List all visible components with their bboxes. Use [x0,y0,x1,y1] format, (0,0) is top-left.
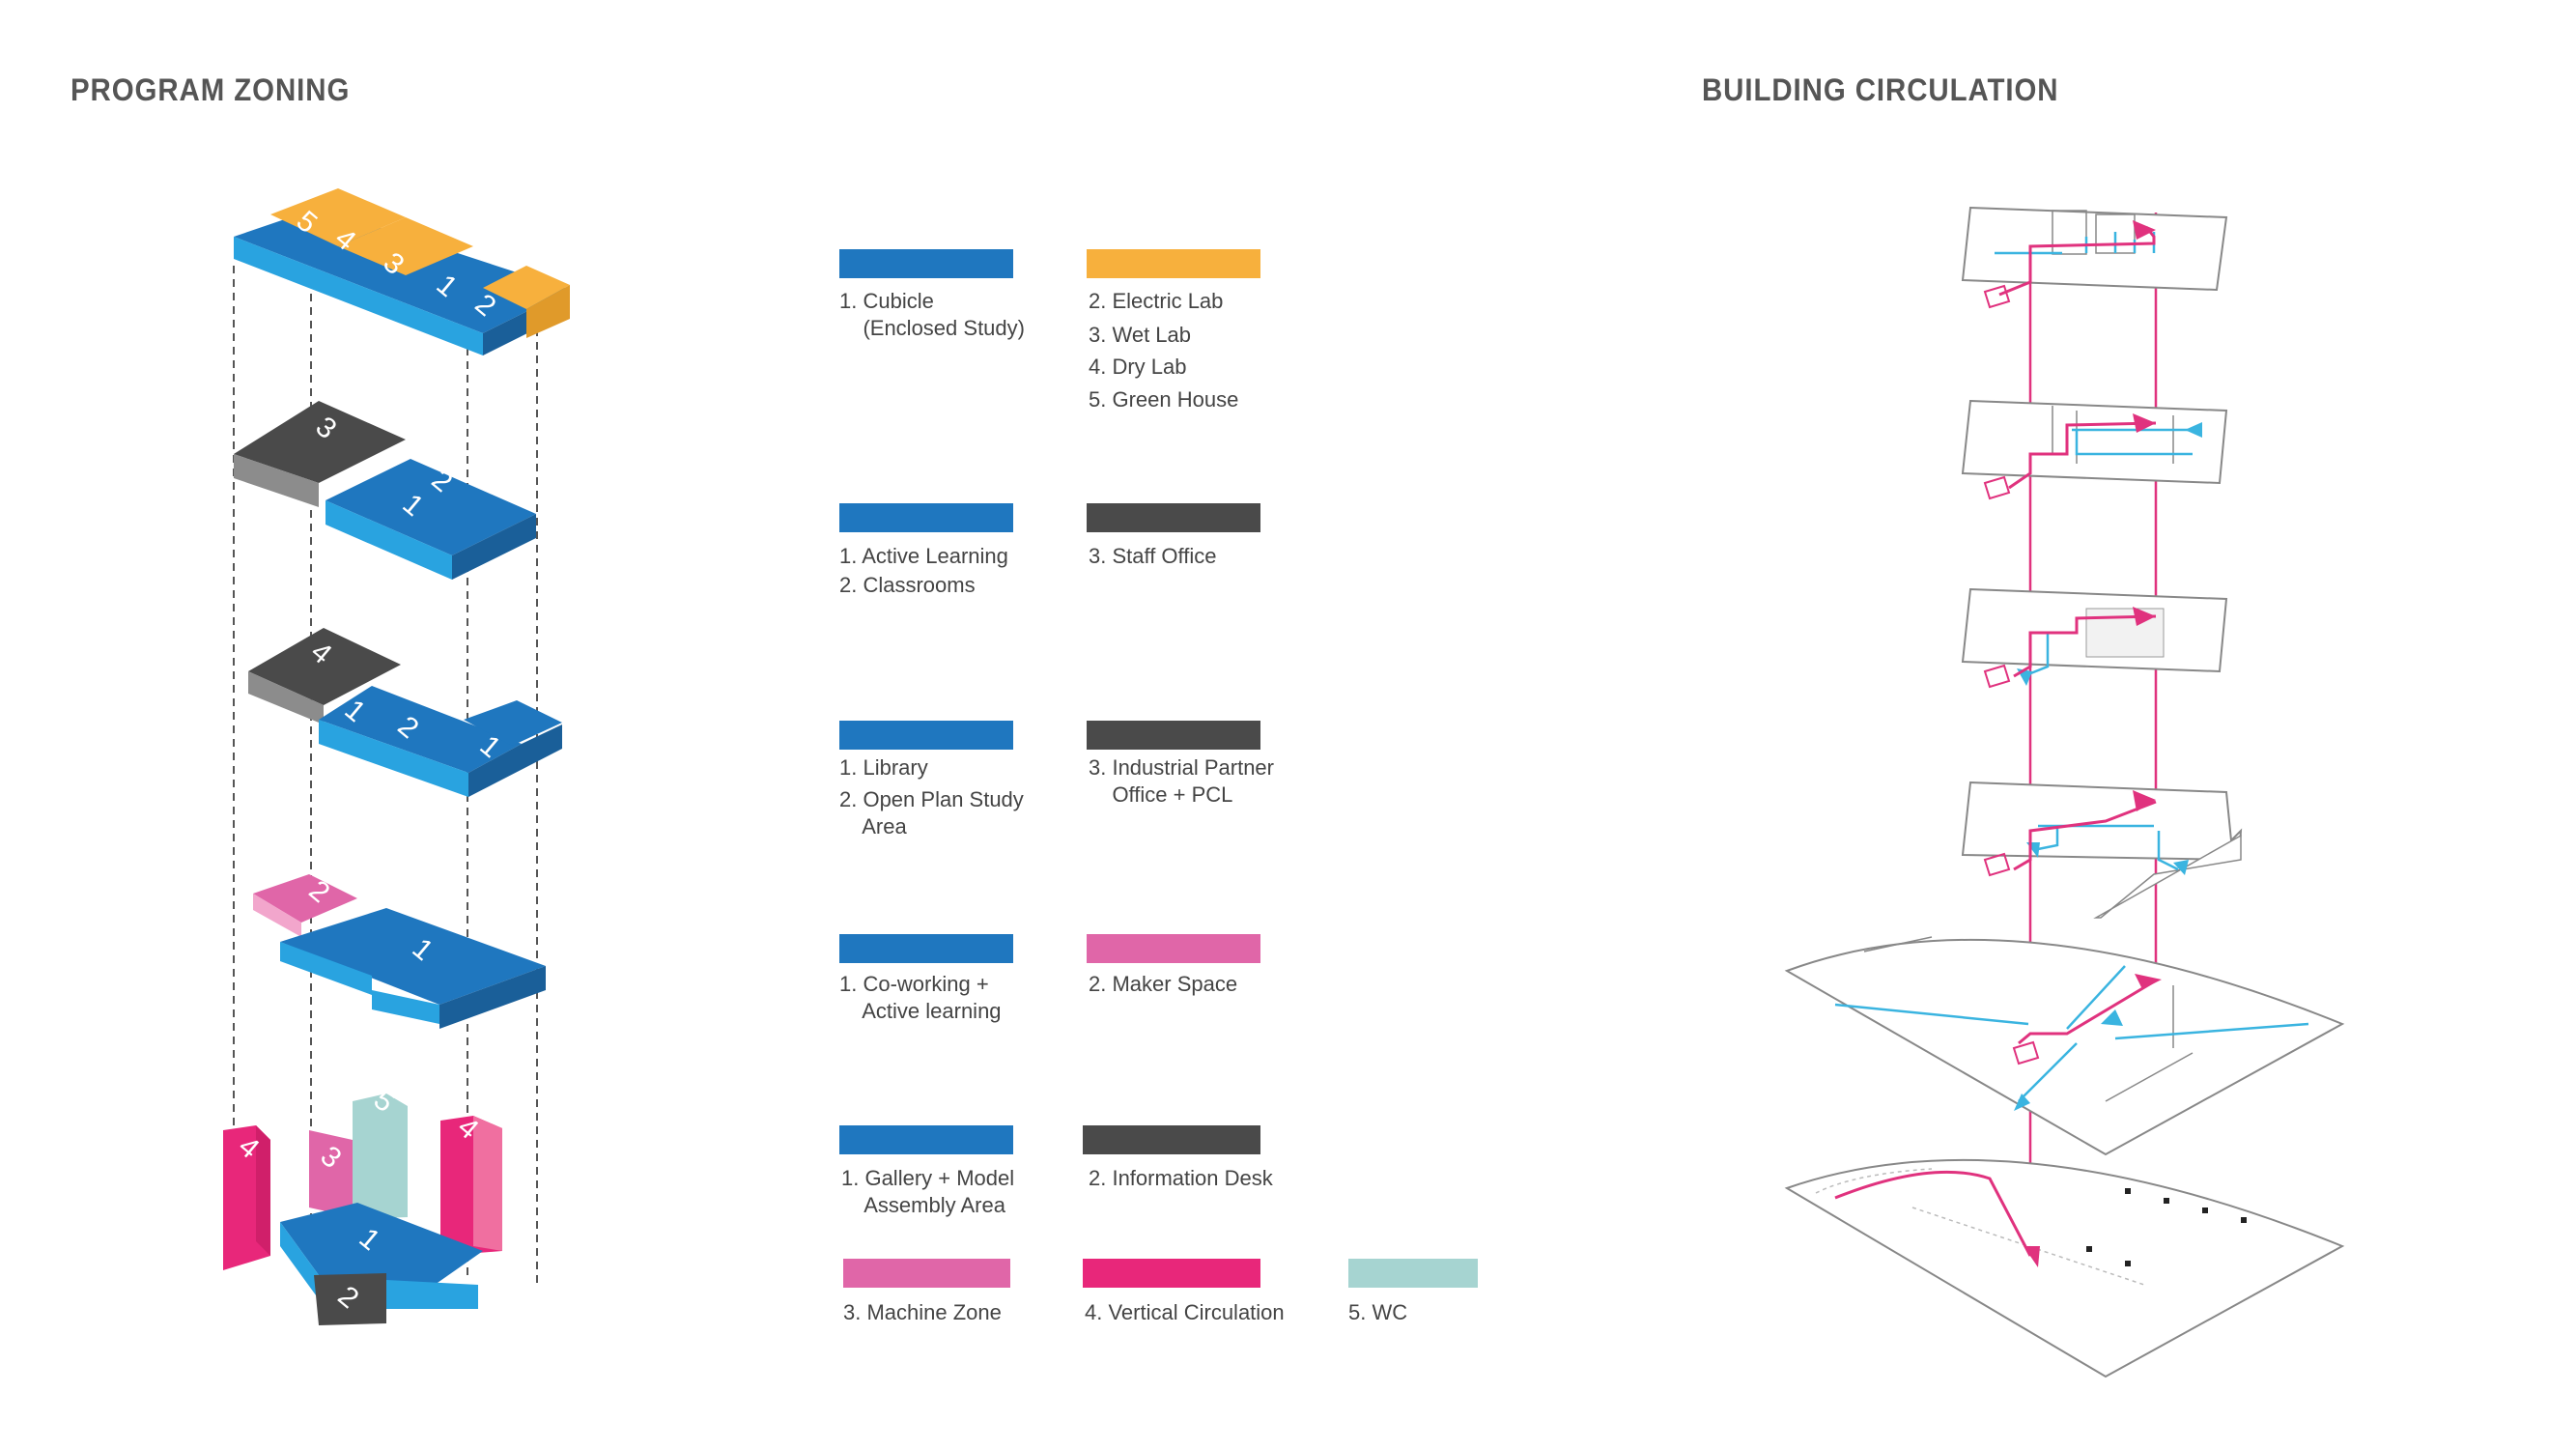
level-3-blocks: 4 1 2 1 [248,628,562,797]
legend-label-electric-lab: 2. Electric Lab [1089,289,1224,313]
legend-label-gallery: 1. Gallery + Model Assembly Area [841,1166,1015,1217]
legend-label-vertical-circulation: 4. Vertical Circulation [1085,1300,1285,1324]
legend-swatch-information-desk [1083,1125,1260,1154]
level-2-blocks: 3 2 1 [234,401,536,580]
legend-swatch-machine-zone [843,1259,1010,1288]
column-markers [2086,1188,2247,1266]
legend-label-library: 1. Library [839,755,928,780]
legend-label-active-learning: 1. Active Learning [839,544,1008,568]
legend-swatch-vertical-circulation [1083,1259,1260,1288]
ground-level-blocks: 4 3 5 4 1 2 [223,1084,502,1325]
floor-plan-level-3 [1961,587,2228,689]
building-circulation-heading: BUILDING CIRCULATION [1702,72,2059,107]
legend-label-classrooms: 2. Classrooms [839,573,976,597]
legend-label-maker-space: 2. Maker Space [1089,972,1238,996]
level-4-blocks: 2 1 [253,874,546,1029]
legend-swatch-maker-space [1087,934,1260,963]
legend-label-industrial-partner: 3. Industrial Partner Office + PCL [1089,755,1274,807]
floor-plan-level-2 [1961,399,2228,500]
legend-swatch-active-learning [839,503,1013,532]
legend-swatch-gallery [839,1125,1013,1154]
program-zoning-heading: PROGRAM ZONING [71,72,351,107]
floor-plan-level-1 [1961,206,2228,309]
legend-label-information-desk: 2. Information Desk [1089,1166,1273,1190]
legend-swatch-labs [1087,249,1260,278]
legend-label-cubicle: 1. Cubicle (Enclosed Study) [839,289,1025,340]
floor-plan-level-4 [1961,781,2243,919]
legend-swatch-cubicle [839,249,1013,278]
legend-swatch-library [839,721,1013,750]
floor-plan-level-6 [1784,1158,2345,1378]
legend-label-machine-zone: 3. Machine Zone [843,1300,1002,1324]
legend-label-green-house: 5. Green House [1089,387,1239,412]
floor-plan-level-5 [1784,936,2345,1156]
legend-label-staff-office: 3. Staff Office [1089,544,1217,568]
legend-label-dry-lab: 4. Dry Lab [1089,355,1187,379]
level-1-blocks: 5 4 3 1 2 [234,188,570,355]
legend-label-open-plan-study: 2. Open Plan Study Area [839,787,1024,838]
legend-label-coworking: 1. Co-working + Active learning [839,972,1002,1023]
legend-label-wet-lab: 3. Wet Lab [1089,323,1191,347]
legend-label-wc: 5. WC [1348,1300,1408,1324]
legend-swatch-wc [1348,1259,1478,1288]
legend-swatch-industrial-partner [1087,721,1260,750]
legend-swatch-staff-office [1087,503,1260,532]
legend-swatch-coworking [839,934,1013,963]
